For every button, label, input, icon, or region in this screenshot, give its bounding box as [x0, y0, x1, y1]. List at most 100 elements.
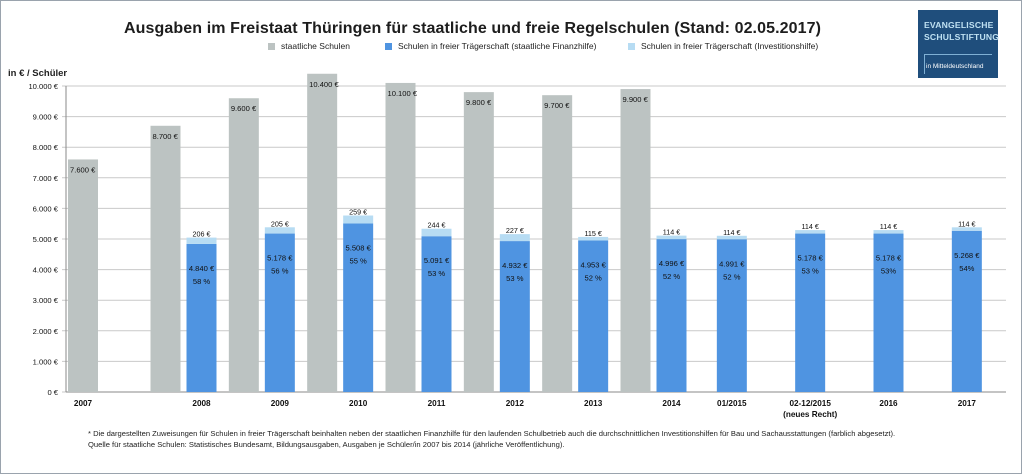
bar-private-inv	[499, 234, 530, 242]
bar-state	[463, 92, 494, 393]
data-label-inv: 115 €	[584, 229, 601, 238]
data-label-percent: 53 %	[802, 267, 820, 276]
y-tick-label: 0 €	[47, 388, 58, 397]
x-tick-label: 2014	[662, 399, 681, 408]
y-tick-label: 5.000 €	[33, 235, 59, 244]
legend-swatch-private-fin	[385, 43, 392, 51]
y-tick-label: 7.000 €	[33, 174, 59, 183]
legend-label-private-inv: Schulen in freier Trägerschaft (Investit…	[641, 41, 819, 51]
y-tick-label: 2.000 €	[33, 327, 59, 336]
footnote-line-1: * Die dargestellten Zuweisungen für Schu…	[88, 429, 896, 438]
data-label-inv: 114 €	[880, 222, 897, 231]
data-label-inv: 227 €	[506, 226, 524, 235]
bar-private-fin	[421, 236, 452, 392]
bar-private-fin	[264, 233, 295, 392]
data-label-inv: 114 €	[801, 222, 818, 231]
bar-state	[385, 82, 416, 392]
data-label-percent: 52 %	[663, 272, 681, 281]
legend-label-state: staatliche Schulen	[281, 41, 350, 51]
y-tick-label: 9.000 €	[33, 113, 59, 122]
bar-private-fin	[716, 239, 747, 392]
data-label-state: 10.100 €	[388, 89, 418, 98]
x-tick-label: 2013	[584, 399, 603, 408]
data-label-percent: 53 %	[428, 269, 446, 278]
bar-state	[620, 89, 651, 392]
x-tick-label: 2007	[74, 399, 93, 408]
x-tick-label: 2011	[428, 399, 446, 408]
bar-private-inv	[951, 227, 982, 231]
data-label-inv: 205 €	[271, 219, 289, 228]
x-tick-label: 2008	[192, 399, 211, 408]
bar-state	[542, 95, 573, 393]
data-label-fin: 5.178 €	[797, 254, 823, 263]
y-tick-label: 3.000 €	[33, 296, 59, 305]
bar-private-inv	[264, 227, 295, 234]
bar-state	[68, 159, 98, 392]
data-label-state: 10.400 €	[309, 80, 339, 89]
logo: EVANGELISCHE SCHULSTIFTUNG in Mitteldeut…	[918, 10, 1000, 78]
data-label-state: 9.900 €	[623, 95, 649, 104]
data-label-fin: 4.932 €	[502, 261, 528, 270]
data-label-percent: 58 %	[193, 277, 211, 286]
data-label-percent: 52 %	[723, 272, 741, 281]
data-label-percent: 52 %	[585, 273, 603, 282]
data-label-inv: 206 €	[193, 230, 211, 239]
legend-swatch-private-inv	[628, 43, 635, 51]
x-tick-label: 01/2015	[717, 399, 747, 408]
x-tick-label: 2009	[271, 399, 290, 408]
data-label-fin: 5.178 €	[876, 254, 902, 263]
bar-private-inv	[186, 237, 217, 244]
y-tick-label: 1.000 €	[33, 357, 59, 366]
bar-state	[228, 98, 259, 393]
bar-private-fin	[656, 239, 687, 392]
x-tick-label: 2017	[958, 399, 977, 408]
data-label-percent: 54%	[959, 264, 974, 273]
bar-state	[307, 73, 338, 392]
data-label-state: 9.800 €	[466, 98, 492, 107]
bar-private-inv	[656, 235, 687, 240]
data-label-state: 9.600 €	[231, 104, 257, 113]
data-label-fin: 4.991 €	[719, 259, 745, 268]
bar-private-inv	[421, 228, 452, 237]
footnote-line-2: Quelle für staatliche Schulen: Statistis…	[88, 440, 565, 449]
legend-item-private-inv: Schulen in freier Trägerschaft (Investit…	[628, 41, 818, 51]
legend-swatch-state	[268, 43, 275, 51]
y-axis-label: in € / Schüler	[8, 68, 68, 79]
chart-title: Ausgaben im Freistaat Thüringen für staa…	[124, 20, 822, 37]
legend-item-state: staatliche Schulen	[268, 41, 350, 51]
data-label-fin: 4.996 €	[659, 259, 685, 268]
bar-private-fin	[578, 240, 609, 392]
logo-line-2: SCHULSTIFTUNG	[924, 32, 1000, 42]
x-tick-label: 2012	[506, 399, 525, 408]
data-label-fin: 5.268 €	[954, 251, 980, 260]
data-label-fin: 5.178 €	[267, 254, 293, 263]
logo-line-3: in Mitteldeutschland	[926, 63, 984, 70]
bar-private-fin	[873, 233, 904, 392]
legend: staatliche Schulen Schulen in freier Trä…	[0, 41, 1024, 55]
data-label-percent: 56 %	[271, 267, 289, 276]
bar-private-fin	[343, 223, 374, 392]
logo-tick	[924, 54, 925, 74]
bar-private-fin	[186, 243, 217, 392]
logo-rule	[924, 54, 992, 55]
data-label-inv: 114 €	[663, 228, 680, 237]
bar-state	[150, 125, 181, 392]
bar-private-fin	[499, 241, 530, 392]
bar-private-inv	[795, 230, 826, 234]
x-tick-label: 02-12/2015	[789, 399, 831, 408]
bar-private-inv	[343, 215, 374, 224]
bar-private-inv	[578, 236, 609, 241]
data-label-inv: 259 €	[349, 208, 367, 217]
data-label-percent: 53%	[881, 267, 896, 276]
data-label-percent: 55 %	[350, 256, 368, 265]
data-label-inv: 244 €	[428, 221, 446, 230]
bar-private-inv	[716, 235, 747, 240]
data-label-state: 7.600 €	[70, 165, 96, 174]
data-label-inv: 114 €	[723, 228, 740, 237]
x-tick-label: 2016	[879, 399, 898, 408]
data-label-fin: 4.953 €	[580, 260, 606, 269]
footnote: * Die dargestellten Zuweisungen für Schu…	[88, 428, 895, 450]
data-label-fin: 5.091 €	[424, 256, 450, 265]
data-label-state: 8.700 €	[153, 132, 179, 141]
